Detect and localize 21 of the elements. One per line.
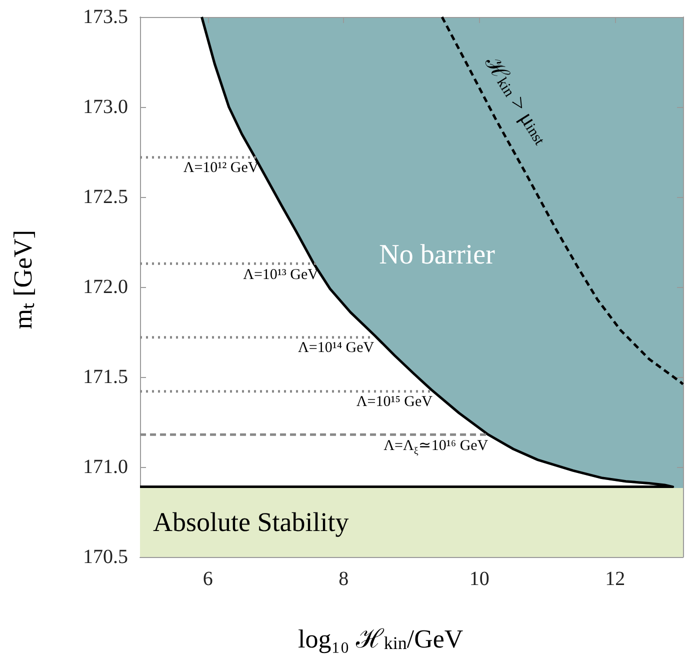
y-tick-label: 173.0 [83,96,128,118]
y-axis-title: mₜ [GeV] [8,230,38,330]
y-tick-label: 173.5 [83,6,128,28]
series-label: Λ=10¹⁴ GeV [298,340,374,358]
x-tick-label: 10 [469,568,490,590]
x-tick-label: 12 [605,568,626,590]
series-label: Λ=10¹² GeV [183,160,259,178]
x-axis-title: log₁₀ ℋkin/GeV [298,624,464,654]
x-tick-label: 8 [338,568,349,590]
y-tick-label: 170.5 [83,546,128,568]
y-tick-label: 171.5 [83,366,128,388]
band-label: Absolute Stability [153,506,350,537]
series-label: Λ=10¹⁵ GeV [356,394,432,412]
series-label: Λ=Λ$_{ξ}$≃10¹⁶ GeV [384,438,488,459]
annotation: ℋkin > μinst [480,50,548,149]
y-tick-label: 172.5 [83,186,128,208]
y-tick-label: 171.0 [83,456,128,478]
series-label: Λ=10¹³ GeV [243,266,318,284]
y-tick-label: 172.0 [83,276,128,298]
annotation: No barrier [379,240,496,270]
x-tick-label: 6 [202,568,213,590]
